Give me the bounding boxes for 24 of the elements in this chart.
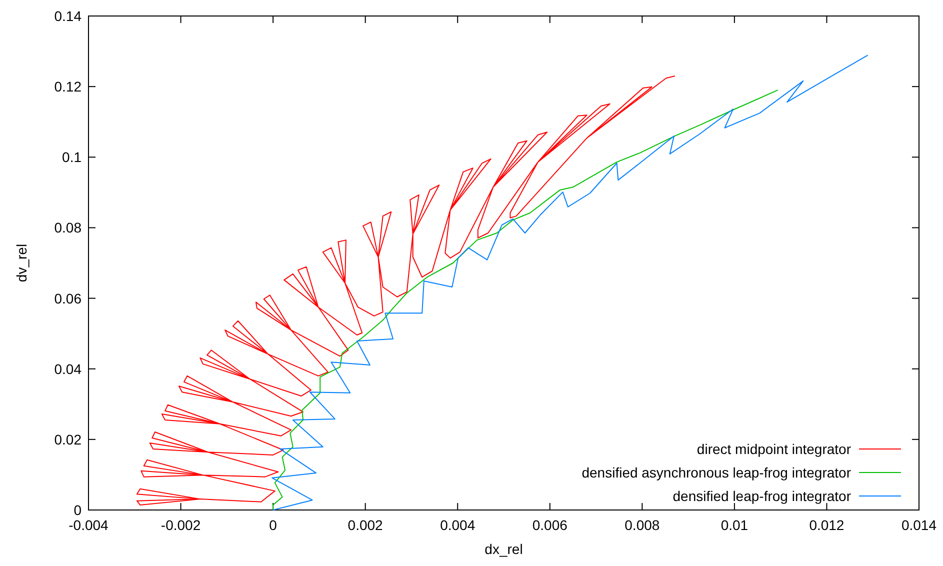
x-tick-label: -0.002 (160, 517, 201, 533)
y-tick-label: 0.06 (54, 290, 82, 306)
x-tick-label: 0.008 (624, 517, 660, 533)
y-tick-label: 0.08 (54, 220, 82, 236)
legend-label: densified leap-frog integrator (672, 488, 852, 504)
x-tick-label: 0.012 (809, 517, 844, 533)
legend-label: direct midpoint integrator (696, 441, 852, 457)
x-tick-label: 0.006 (532, 517, 568, 533)
x-tick-label: -0.004 (68, 517, 109, 533)
x-axis-title: dx_rel (484, 541, 523, 557)
x-tick-label: 0.014 (901, 517, 937, 533)
x-tick-label: 0.002 (348, 517, 384, 533)
x-tick-label: 0.01 (720, 517, 748, 533)
y-tick-label: 0.12 (54, 78, 82, 95)
y-tick-label: 0.04 (54, 360, 82, 377)
legend-label: densified asynchronous leap-frog integrator (582, 464, 852, 480)
x-tick-label: 0 (269, 517, 278, 533)
y-tick-label: 0.02 (54, 431, 82, 448)
y-axis-title: dv_rel (14, 244, 30, 282)
y-tick-label: 0.14 (54, 8, 82, 24)
x-tick-label: 0.004 (440, 517, 476, 533)
y-tick-label: 0.1 (62, 149, 82, 166)
line-series (272, 54, 868, 510)
y-tick-label: 0 (74, 502, 82, 518)
